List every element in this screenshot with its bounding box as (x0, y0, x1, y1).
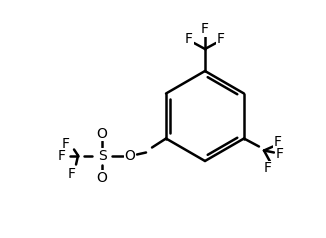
Text: F: F (68, 167, 76, 180)
Text: F: F (217, 32, 225, 46)
Text: S: S (98, 149, 106, 163)
Text: F: F (185, 32, 193, 46)
Text: O: O (96, 170, 108, 184)
Text: O: O (96, 127, 108, 140)
Text: F: F (58, 149, 66, 163)
Text: F: F (62, 137, 70, 150)
Text: F: F (276, 148, 284, 162)
Text: F: F (201, 22, 209, 36)
Text: F: F (264, 162, 272, 175)
Text: F: F (274, 135, 282, 149)
Text: O: O (125, 149, 136, 163)
